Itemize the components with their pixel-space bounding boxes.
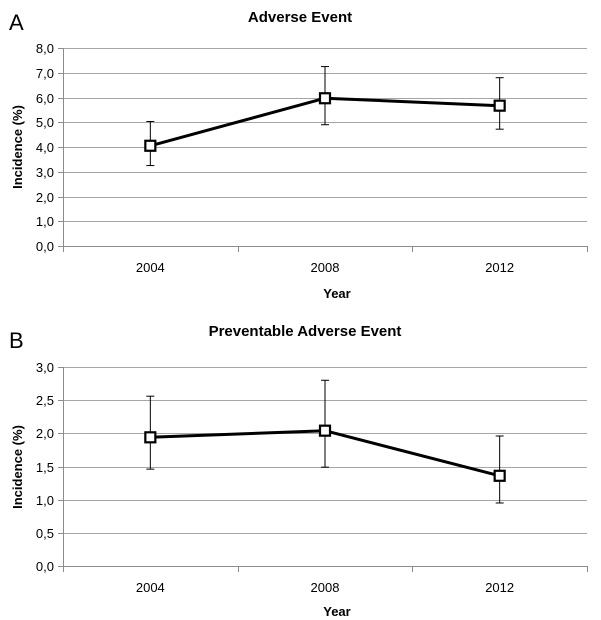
y-tick-label: 4,0 bbox=[36, 140, 54, 155]
x-tick-label: 2004 bbox=[136, 580, 165, 595]
y-tick-label: 1,0 bbox=[36, 493, 54, 508]
y-tick-label: 1,5 bbox=[36, 460, 54, 475]
y-tick-label: 0,0 bbox=[36, 239, 54, 254]
y-tick-label: 3,0 bbox=[36, 165, 54, 180]
x-tick-label: 2012 bbox=[485, 580, 514, 595]
data-point bbox=[318, 424, 332, 437]
panel-letter: B bbox=[9, 328, 24, 353]
axes bbox=[58, 367, 588, 572]
error-bars bbox=[146, 66, 504, 167]
panel-letter: A bbox=[9, 10, 24, 35]
y-tick-label: 1,0 bbox=[36, 214, 54, 229]
x-tick-labels: 2004 2008 2012 bbox=[136, 580, 514, 595]
x-tick-label: 2008 bbox=[311, 580, 340, 595]
data-point bbox=[493, 99, 506, 112]
data-point bbox=[144, 139, 157, 152]
y-tick-label: 2,0 bbox=[36, 426, 54, 441]
data-point bbox=[493, 469, 506, 482]
x-axis-label: Year bbox=[323, 286, 350, 301]
y-tick-label: 2,5 bbox=[36, 393, 54, 408]
y-tick-label: 7,0 bbox=[36, 66, 54, 81]
x-axis-label: Year bbox=[323, 604, 350, 619]
y-tick-label: 2,0 bbox=[36, 190, 54, 205]
y-tick-labels: 0,0 0,5 1,0 1,5 2,0 2,5 3,0 bbox=[36, 360, 54, 574]
y-tick-labels: 0,0 1,0 2,0 3,0 4,0 5,0 6,0 7,0 8,0 bbox=[36, 41, 54, 254]
chart-panel-a: A Adverse Event Incidence (%) Year 0,0 1,… bbox=[9, 9, 588, 301]
x-tick-label: 2012 bbox=[485, 260, 514, 275]
y-tick-label: 3,0 bbox=[36, 360, 54, 375]
error-bars bbox=[146, 379, 504, 504]
y-axis-label: Incidence (%) bbox=[10, 425, 25, 509]
x-tick-label: 2004 bbox=[136, 260, 165, 275]
y-tick-label: 0,0 bbox=[36, 559, 54, 574]
y-tick-label: 8,0 bbox=[36, 41, 54, 56]
error-bar bbox=[321, 379, 329, 468]
y-tick-label: 0,5 bbox=[36, 526, 54, 541]
y-tick-label: 5,0 bbox=[36, 115, 54, 130]
y-axis-label: Incidence (%) bbox=[10, 105, 25, 189]
chart-title: Adverse Event bbox=[248, 9, 352, 26]
chart-panel-b: B Preventable Adverse Event Incidence (%… bbox=[9, 323, 588, 619]
data-series bbox=[144, 92, 506, 152]
chart-title: Preventable Adverse Event bbox=[209, 323, 402, 340]
y-tick-label: 6,0 bbox=[36, 91, 54, 106]
data-point bbox=[318, 92, 332, 105]
x-tick-labels: 2004 2008 2012 bbox=[136, 260, 514, 275]
x-tick-label: 2008 bbox=[311, 260, 340, 275]
data-point bbox=[144, 431, 157, 444]
error-bar bbox=[495, 435, 504, 504]
axes bbox=[58, 48, 588, 252]
data-series bbox=[144, 424, 506, 482]
